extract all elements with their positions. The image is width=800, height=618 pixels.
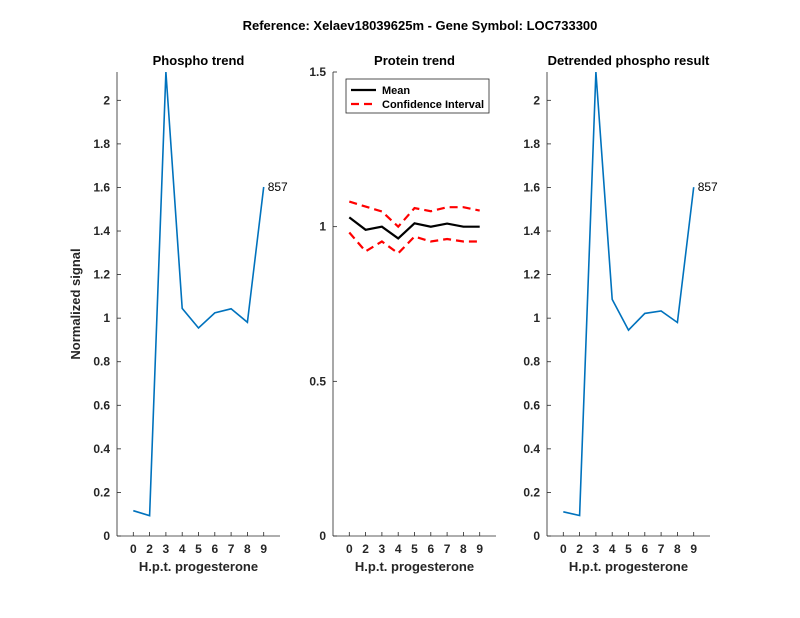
y-tick-label: 2	[103, 93, 110, 107]
x-tick-label: 2	[576, 542, 583, 556]
x-tick-label: 8	[460, 542, 467, 556]
legend-label: Confidence Interval	[382, 99, 484, 111]
x-tick-label: 9	[476, 542, 483, 556]
panel-title: Phospho trend	[153, 53, 245, 68]
y-tick-label: 1.6	[523, 180, 540, 194]
y-tick-label: 1.4	[523, 224, 540, 238]
x-tick-label: 4	[609, 542, 616, 556]
x-tick-label: 7	[658, 542, 665, 556]
x-tick-label: 2	[362, 542, 369, 556]
y-tick-label: 0.6	[523, 398, 540, 412]
x-tick-label: 3	[163, 542, 170, 556]
x-tick-label: 6	[641, 542, 648, 556]
panel-title: Detrended phospho result	[548, 53, 710, 68]
x-tick-label: 7	[444, 542, 451, 556]
x-tick-label: 3	[593, 542, 600, 556]
point-annotation: 857	[268, 180, 288, 194]
x-tick-label: 8	[244, 542, 251, 556]
panel-3: Detrended phospho result H.p.t. progester…	[523, 53, 718, 574]
legend: Mean Confidence Interval	[345, 78, 490, 114]
y-tick-label: 1.8	[523, 137, 540, 151]
x-tick-label: 9	[260, 542, 267, 556]
y-tick-label: 0.4	[523, 442, 540, 456]
y-tick-label: 1	[103, 311, 110, 325]
y-tick-label: 0	[319, 529, 326, 543]
figure-title: Reference: Xelaev18039625m - Gene Symbol…	[243, 18, 598, 33]
x-tick-label: 0	[346, 542, 353, 556]
x-tick-label: 4	[179, 542, 186, 556]
x-tick-label: 2	[146, 542, 153, 556]
x-tick-label: 0	[130, 542, 137, 556]
series-line-phospho	[133, 72, 265, 517]
series-line-mean	[348, 216, 480, 240]
y-tick-label: 1.6	[93, 180, 110, 194]
x-axis-label: H.p.t. progesterone	[139, 559, 258, 574]
series-line-detrended	[563, 72, 695, 517]
y-tick-label: 0.2	[93, 485, 110, 499]
y-tick-label: 2	[533, 93, 540, 107]
y-tick-label: 0	[103, 529, 110, 543]
x-axis-label: H.p.t. progesterone	[569, 559, 688, 574]
y-tick-label: 0.8	[93, 355, 110, 369]
y-tick-label: 0	[533, 529, 540, 543]
y-tick-label: 1.2	[523, 268, 540, 282]
x-tick-label: 6	[427, 542, 434, 556]
y-tick-label: 1	[533, 311, 540, 325]
y-axis-label: Normalized signal	[68, 248, 83, 359]
x-tick-label: 9	[690, 542, 697, 556]
y-tick-label: 0.5	[309, 374, 326, 388]
x-tick-label: 5	[625, 542, 632, 556]
y-tick-label: 0.6	[93, 398, 110, 412]
legend-label: Mean	[382, 85, 410, 97]
x-tick-label: 0	[560, 542, 567, 556]
panel-title: Protein trend	[374, 53, 455, 68]
y-tick-label: 1.4	[93, 224, 110, 238]
x-axis-label: H.p.t. progesterone	[355, 559, 474, 574]
x-tick-label: 3	[379, 542, 386, 556]
legend-box	[345, 78, 490, 114]
point-annotation: 857	[698, 180, 718, 194]
y-tick-label: 0.4	[93, 442, 110, 456]
x-tick-label: 5	[195, 542, 202, 556]
y-tick-label: 1	[319, 220, 326, 234]
y-tick-label: 1.8	[93, 137, 110, 151]
panel-1: Phospho trend H.p.t. progesterone Normaliz…	[68, 53, 288, 574]
x-tick-label: 7	[228, 542, 235, 556]
x-tick-label: 5	[411, 542, 418, 556]
series-line-confidence-interval	[348, 200, 480, 229]
y-tick-label: 0.2	[523, 485, 540, 499]
y-tick-label: 0.8	[523, 355, 540, 369]
y-tick-label: 1.2	[93, 268, 110, 282]
y-tick-label: 1.5	[309, 65, 326, 79]
x-tick-label: 8	[674, 542, 681, 556]
x-tick-label: 6	[211, 542, 218, 556]
x-tick-label: 4	[395, 542, 402, 556]
series-line-confidence-interval-lower	[348, 231, 480, 255]
